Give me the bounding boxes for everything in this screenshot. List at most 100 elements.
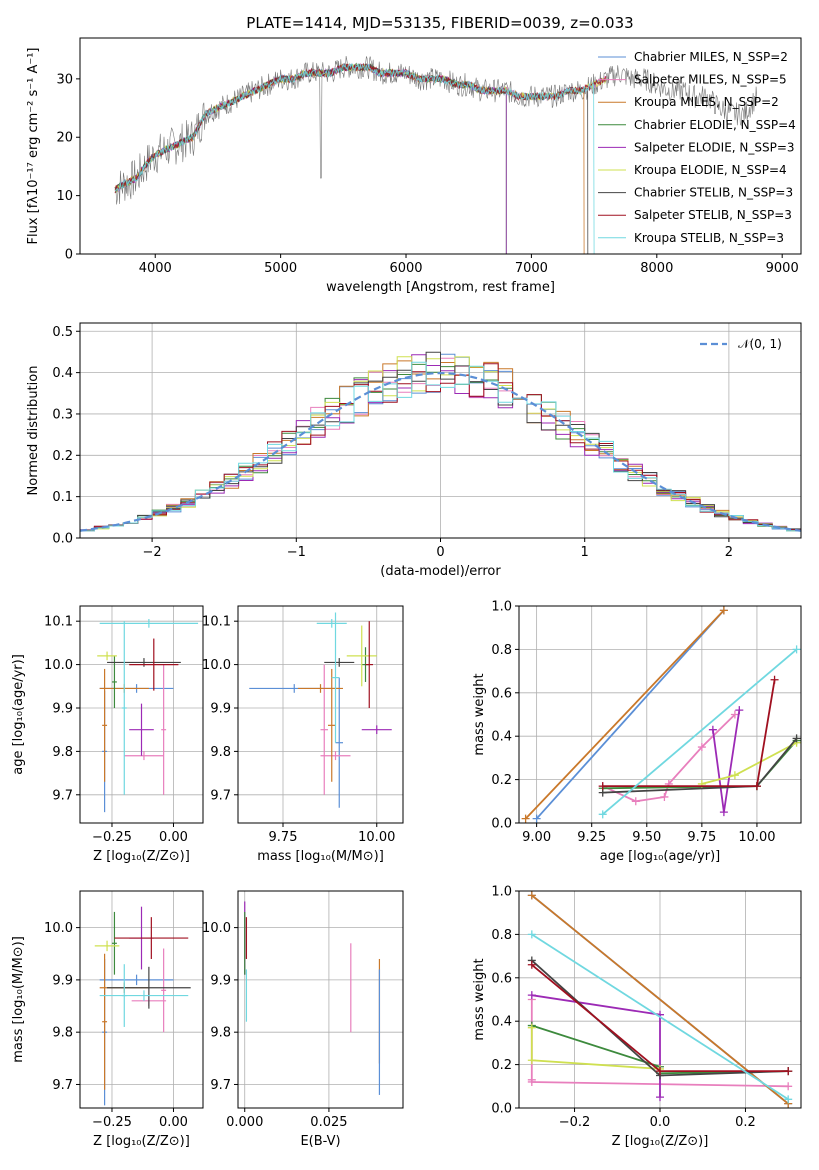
model-line-salpeter-stelib	[114, 62, 607, 194]
model-line-salpeter-miles	[114, 62, 607, 191]
x-tick-label: −2	[143, 545, 162, 560]
legend-label: 𝒩(0, 1)	[738, 337, 782, 351]
axes-frame	[79, 322, 802, 539]
data-point-marker	[770, 675, 779, 684]
x-tick-label: 9.25	[577, 830, 606, 845]
y-tick-label: 10.0	[44, 921, 73, 936]
axes-frame	[518, 605, 802, 824]
age-vs-z-panel: −0.25 0.00 9.7 9.8 9.9 10.0 10.1 Z [log₁₀(Z/Z⊙)…	[11, 605, 204, 864]
data-point-marker	[730, 710, 739, 719]
figure-title: PLATE=1414, MJD=53135, FIBERID=0039, z=0…	[246, 14, 633, 32]
y-tick-label: 0.1	[52, 490, 73, 505]
x-axis-label: age [log₁₀(age/yr)]	[600, 849, 721, 864]
spectrum-panel: 4000 5000 6000 7000 8000 9000 0 10 20 30 wavelengt…	[26, 37, 802, 295]
legend-label: Kroupa MILES, N_SSP=2	[634, 95, 779, 109]
x-tick-label: 0.025	[310, 1115, 347, 1130]
data-point-marker	[631, 797, 640, 806]
x-tick-label: 9.75	[269, 830, 298, 845]
x-tick-label: 9.75	[687, 830, 716, 845]
series-line	[535, 609, 725, 820]
data-point-marker	[719, 808, 728, 817]
data-point-marker	[784, 1082, 793, 1091]
legend-label: Chabrier ELODIE, N_SSP=4	[634, 118, 796, 132]
y-tick-label: 9.9	[52, 973, 73, 988]
series-line	[712, 710, 741, 813]
y-tick-label: 9.9	[210, 701, 231, 716]
data-point-marker	[527, 1077, 536, 1086]
series-line	[531, 894, 789, 1105]
y-tick-label: 0.0	[491, 817, 512, 832]
data-point-marker	[527, 891, 536, 900]
model-line-salpeter-elodie	[114, 62, 507, 254]
y-tick-label: 9.9	[210, 973, 231, 988]
x-tick-label: 0.2	[735, 1115, 756, 1130]
data-point-marker	[784, 1067, 793, 1076]
y-tick-label: 0.6	[491, 971, 512, 986]
x-axis-label: (data-model)/error	[380, 564, 501, 579]
legend-label: Chabrier MILES, N_SSP=2	[634, 50, 788, 64]
x-axis-label: wavelength [Angstrom, rest frame]	[326, 280, 555, 295]
x-tick-label: 0.00	[159, 1115, 188, 1130]
mass-weight-vs-age-panel: 9.00 9.25 9.50 9.75 10.00 0.0 0.2 0.4 0.6 0.8 1.0 a…	[472, 600, 802, 864]
x-tick-label: −1	[287, 545, 306, 560]
y-tick-label: 9.8	[210, 745, 231, 760]
data-point-marker	[752, 782, 761, 791]
data-point-marker	[730, 771, 739, 780]
y-tick-label: 0	[65, 248, 73, 263]
data-point-marker	[719, 606, 728, 615]
legend-label: Salpeter STELIB, N_SSP=3	[634, 208, 792, 222]
data-point-marker	[527, 960, 536, 969]
legend-label: Salpeter ELODIE, N_SSP=3	[634, 140, 795, 154]
errorbars	[94, 906, 191, 1106]
data-point-marker	[792, 645, 801, 654]
x-tick-label: 0.0	[650, 1115, 671, 1130]
x-axis-label: mass [log₁₀(M/M⊙)]	[257, 849, 384, 864]
spectrum-curves	[114, 55, 758, 254]
model-line-chabrier-miles	[114, 62, 607, 190]
x-tick-label: −0.25	[92, 830, 132, 845]
histogram-steps	[80, 351, 801, 533]
x-tick-label: 10.00	[358, 830, 395, 845]
axes-frame	[79, 605, 204, 824]
y-axis-label: mass weight	[472, 958, 487, 1040]
data-point-marker	[656, 1093, 664, 1102]
y-tick-label: 0.8	[491, 643, 512, 658]
model-line-kroupa-stelib	[114, 62, 595, 254]
y-tick-label: 1.0	[491, 885, 512, 900]
data-point-marker	[532, 814, 541, 823]
y-tick-label: 0.3	[52, 407, 73, 422]
data-point-marker	[527, 1056, 536, 1065]
y-tick-label: 0.8	[491, 928, 512, 943]
x-tick-label: 9.00	[522, 830, 551, 845]
y-tick-label: 0.0	[52, 532, 73, 547]
data-point-marker	[660, 792, 669, 801]
y-axis-label: Flux [fλ10⁻¹⁷ erg cm⁻² s⁻¹ A⁻¹]	[26, 48, 41, 245]
mass-vs-ebv-panel: 0.000 0.025 9.7 9.8 9.9 10.0 E(B-V)	[202, 890, 404, 1149]
x-tick-label: 0	[436, 545, 444, 560]
y-tick-label: 9.8	[52, 745, 73, 760]
y-tick-label: 9.7	[52, 1078, 73, 1093]
axes-frame	[79, 37, 802, 255]
model-line-kroupa-elodie	[114, 63, 607, 192]
data-point-marker	[792, 734, 801, 743]
x-tick-label: 0.00	[159, 830, 188, 845]
series-line	[531, 933, 789, 1101]
x-tick-label: 2	[725, 545, 733, 560]
x-tick-label: 8000	[640, 261, 673, 276]
mass-vs-z-panel: −0.25 0.00 9.7 9.8 9.9 10.0 Z [log₁₀(Z/Z⊙)] mas…	[11, 890, 204, 1149]
y-tick-label: 9.7	[52, 788, 73, 803]
y-tick-label: 0.5	[52, 325, 73, 340]
y-tick-label: 10.1	[44, 615, 73, 630]
data-point-marker	[598, 810, 607, 819]
age-vs-mass-panel: 9.75 10.00 9.7 9.8 9.9 10.0 10.1 mass [log₁₀(M/…	[202, 605, 404, 864]
normal-curve	[80, 371, 801, 532]
histogram-panel: −2 −1 0 1 2 0.0 0.1 0.2 0.3 0.4 0.5 (data-model)/er…	[26, 322, 802, 579]
data-point-marker	[656, 1067, 664, 1076]
data-point-marker	[527, 991, 536, 1000]
y-tick-label: 10.0	[202, 921, 231, 936]
axes-frame	[79, 890, 204, 1109]
y-tick-label: 0.2	[491, 1058, 512, 1073]
x-axis-label: E(B-V)	[300, 1134, 340, 1149]
x-tick-label: −0.2	[559, 1115, 591, 1130]
